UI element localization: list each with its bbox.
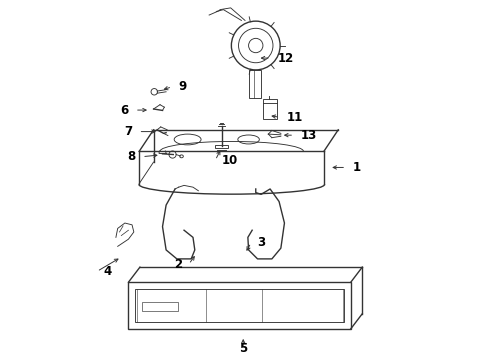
Text: 12: 12 bbox=[277, 51, 294, 64]
Text: 4: 4 bbox=[103, 265, 112, 278]
Text: 10: 10 bbox=[221, 154, 238, 167]
Text: 8: 8 bbox=[127, 150, 136, 163]
Text: 3: 3 bbox=[258, 236, 266, 249]
Text: 6: 6 bbox=[120, 104, 128, 117]
Text: 9: 9 bbox=[179, 80, 187, 93]
Text: 5: 5 bbox=[239, 342, 247, 355]
Text: 13: 13 bbox=[300, 129, 317, 142]
Text: 1: 1 bbox=[353, 161, 361, 174]
Text: 11: 11 bbox=[286, 111, 302, 124]
Text: 7: 7 bbox=[124, 125, 132, 138]
Text: 2: 2 bbox=[174, 258, 182, 271]
